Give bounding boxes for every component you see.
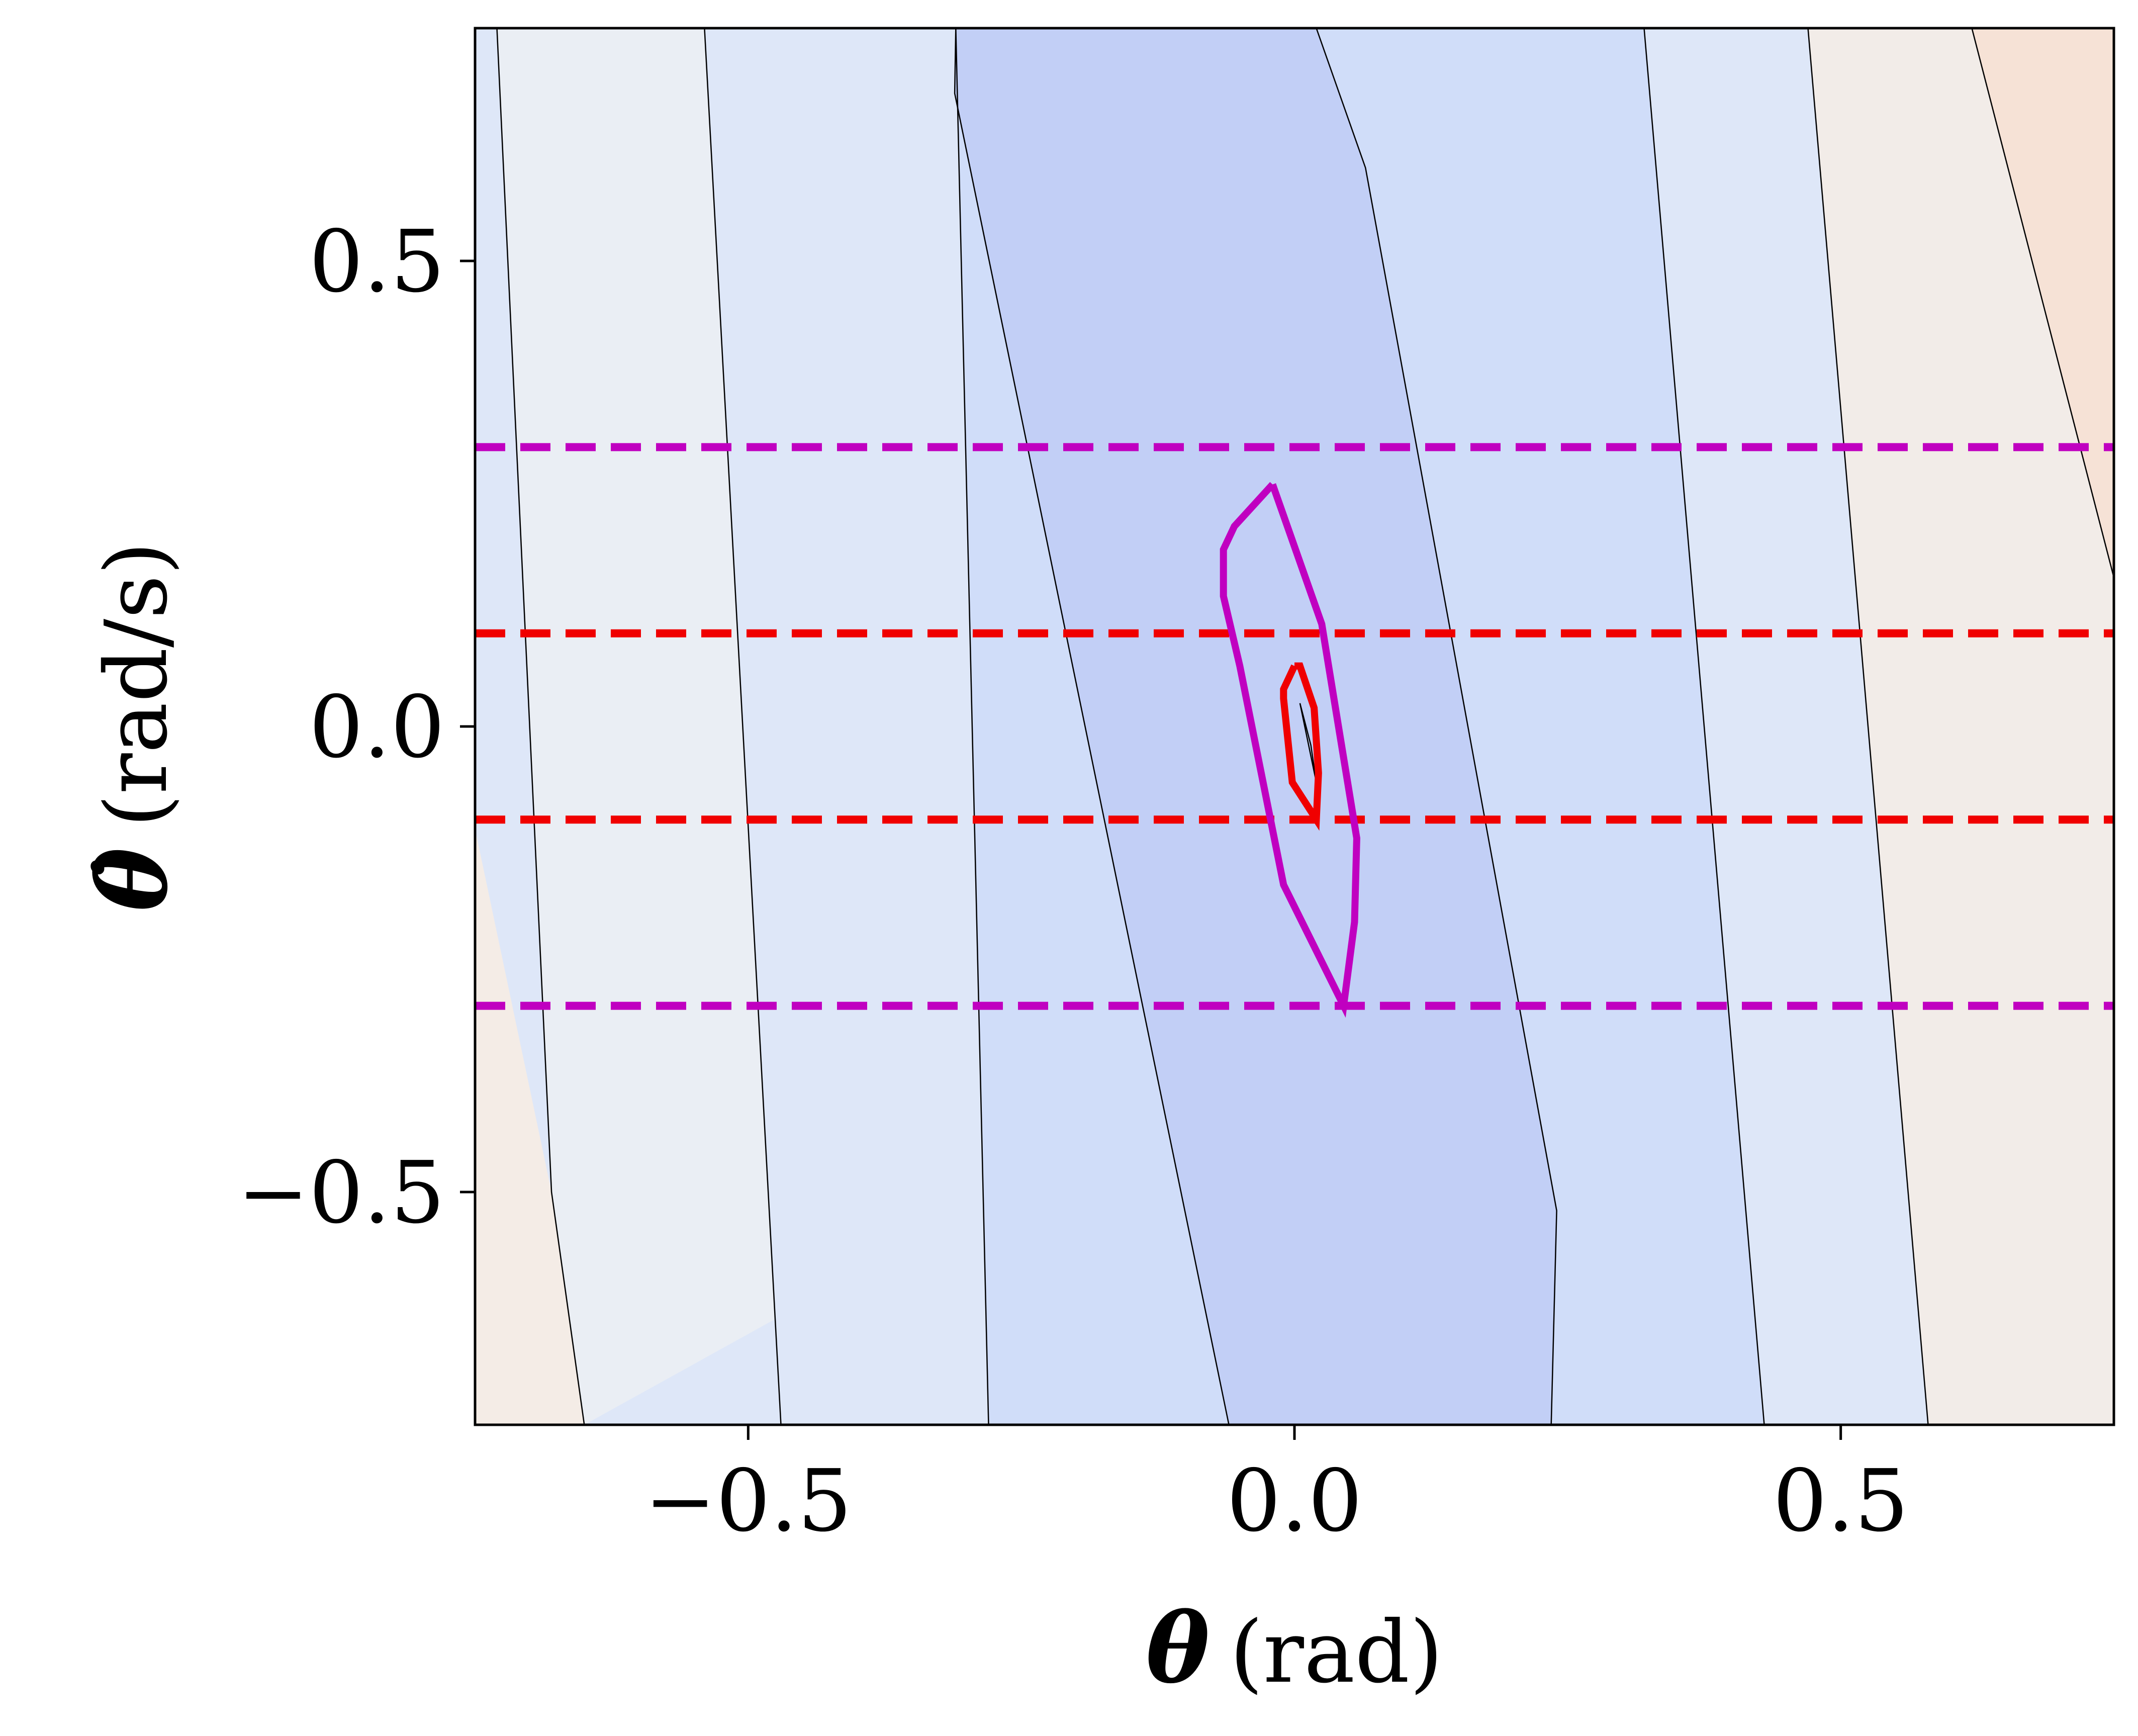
y-axis-ticks: −0.5 0.0 0.5: [237, 212, 475, 1243]
x-axis-ticks: −0.5 0.0 0.5: [644, 1425, 1909, 1551]
contour-corner-3: [1808, 28, 2114, 1425]
y-tick-label: 0.0: [309, 678, 445, 777]
x-tick-label: −0.5: [644, 1451, 852, 1551]
contour-line-6: [1643, 28, 1765, 1425]
x-tick-label: 0.5: [1773, 1451, 1908, 1551]
contour-corner-1: [475, 829, 585, 1425]
y-tick-label: 0.5: [309, 212, 445, 312]
contour-line-2: [704, 28, 782, 1425]
contour-line-4: [954, 28, 1230, 1425]
contour-line-center: [1299, 703, 1317, 783]
contour-line-5: [1316, 28, 1557, 1425]
x-axis-label: θ (rad): [1146, 1592, 1443, 1704]
boundary-curve-2: [1280, 662, 1322, 831]
contour-lines: [496, 28, 2114, 1425]
y-axis-label: θ̇(rad/s): [76, 541, 189, 911]
boundary-curve-1: [1220, 482, 1360, 1018]
contour-line-1: [496, 28, 585, 1425]
boundary-curves: [1220, 482, 1360, 1018]
contour-line-8: [1971, 28, 2114, 578]
x-tick-label: 0.0: [1227, 1451, 1362, 1551]
threshold-lines: [475, 443, 2114, 1010]
contour-line-7: [1807, 28, 1929, 1425]
contour-line-3: [955, 28, 989, 1425]
y-tick-label: −0.5: [237, 1143, 445, 1243]
contour-band-4: [955, 28, 1557, 1425]
